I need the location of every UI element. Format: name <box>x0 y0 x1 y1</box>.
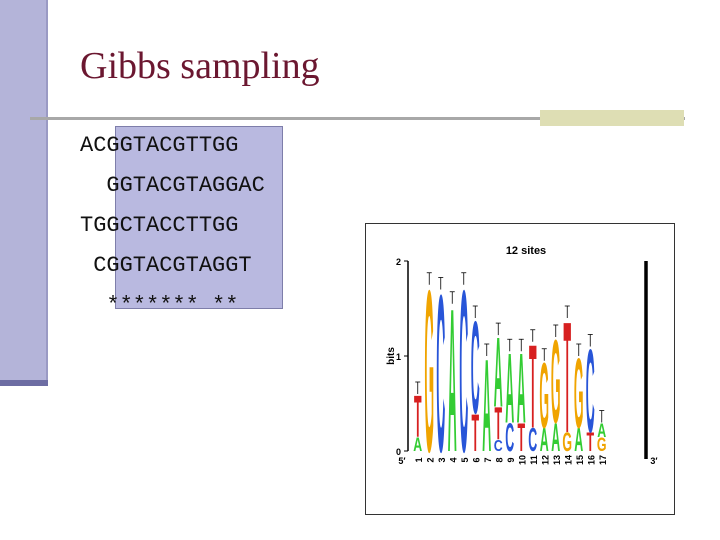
side-decoration-bar <box>0 0 48 384</box>
logo-x-label: 13 <box>552 455 562 465</box>
logo-y-tick-label: 0 <box>396 447 401 457</box>
logo-letter-T: T <box>494 399 502 451</box>
logo-x-label: 15 <box>575 455 585 465</box>
sequence-line: ACGGTACGTTGG <box>80 133 239 158</box>
logo-letter-T: T <box>471 404 479 463</box>
logo-x-label: 14 <box>563 455 573 465</box>
side-decoration-shadow <box>0 380 48 386</box>
logo-letter-A: A <box>494 317 503 428</box>
logo-letter-C: C <box>471 293 480 441</box>
logo-letter-G: G <box>562 428 572 457</box>
logo-letter-C: C <box>528 422 537 459</box>
logo-letter-A: A <box>517 333 526 444</box>
logo-letter-A: A <box>448 266 457 495</box>
logo-letter-G: G <box>551 316 561 448</box>
logo-letter-A: A <box>482 331 491 479</box>
logo-letter-A: A <box>574 422 583 459</box>
logo-letter-C: C <box>459 242 468 500</box>
slide-title: Gibbs sampling <box>80 45 320 87</box>
logo-letter-G: G <box>597 434 607 456</box>
logo-x-label: 5 <box>460 457 470 462</box>
logo-letter-A: A <box>413 434 422 456</box>
logo-letter-T: T <box>529 320 537 452</box>
logo-letter-C: C <box>505 416 514 461</box>
title-divider <box>30 117 685 120</box>
logo-letter-T: T <box>586 428 594 457</box>
logo-letter-C: C <box>586 325 595 457</box>
logo-letter-A: A <box>551 416 560 461</box>
logo-x-label: 4 <box>448 457 458 462</box>
sequence-line: CGGTACGTAGGT <box>80 253 252 278</box>
logo-x-label: 8 <box>494 457 504 462</box>
logo-x-label: 7 <box>483 457 493 462</box>
logo-x-label: 3′ <box>650 456 657 466</box>
logo-x-label: 10 <box>517 455 527 465</box>
logo-x-label: 6 <box>471 457 481 462</box>
sequence-line: TGGCTACCTTGG <box>80 213 239 238</box>
logo-letter-T: T <box>517 416 525 461</box>
logo-letter-A: A <box>505 333 514 444</box>
logo-x-label: 3 <box>437 457 447 462</box>
motif-star-line: ******* ** <box>80 293 239 318</box>
logo-letter-A: A <box>540 422 549 459</box>
logo-title: 12 sites <box>506 245 546 257</box>
divider-accent-block <box>540 110 684 126</box>
logo-x-label: 9 <box>506 457 516 462</box>
logo-letter-T: T <box>414 384 422 450</box>
sequence-line: GGTACGTAGGAC <box>80 173 265 198</box>
logo-letter-G: G <box>424 242 434 500</box>
logo-x-label: 1 <box>414 457 424 462</box>
logo-x-label: 17 <box>598 455 608 465</box>
sequence-logo: 12 sites bits 0 1 2 A T G C A C T C A C T A C A T A C T A G A G G T A… <box>365 223 675 515</box>
logo-y-tick-label: 2 <box>396 257 401 267</box>
logo-x-label: 11 <box>529 455 539 465</box>
logo-letter-C: C <box>436 248 445 499</box>
logo-letter-C: C <box>494 438 503 456</box>
logo-y-tick-label: 1 <box>396 352 401 362</box>
logo-x-label: 12 <box>540 455 550 465</box>
logo-letter-A: A <box>597 420 606 442</box>
logo-x-label: 16 <box>586 455 596 465</box>
logo-x-label: 2 <box>425 457 435 462</box>
logo-y-label: bits <box>386 347 397 365</box>
logo-letter-T: T <box>563 288 571 466</box>
logo-x-label: 5′ <box>398 456 405 466</box>
logo-letter-G: G <box>539 343 549 447</box>
logo-letter-G: G <box>574 337 584 448</box>
aligned-motif-highlight <box>115 126 283 309</box>
